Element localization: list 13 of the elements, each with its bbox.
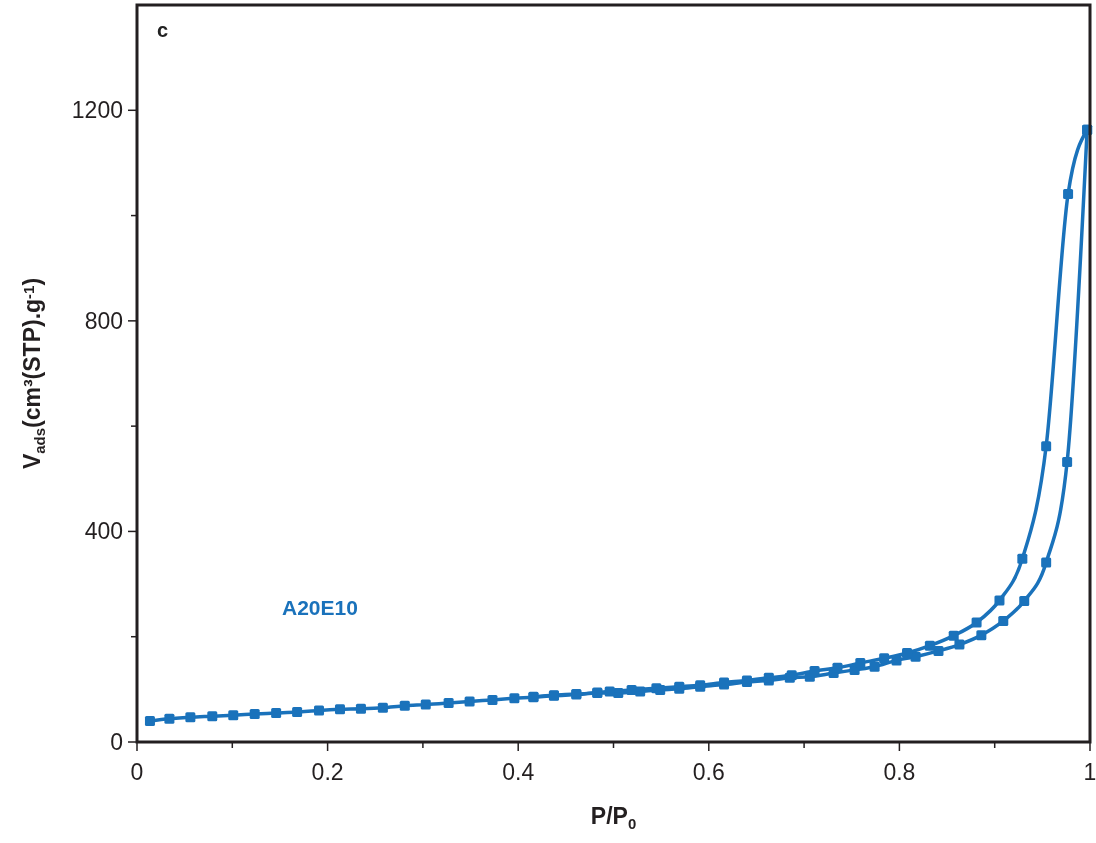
y-tick-label: 1200 (71, 97, 123, 124)
x-axis-title: P/P$_{0}$ (590, 803, 637, 832)
x-tick-label: 0 (130, 759, 144, 785)
y-tick-label: 0 (110, 729, 123, 755)
x-tick-label: 1 (1083, 759, 1096, 785)
x-tick-label: 0.2 (311, 759, 344, 785)
annotation: c (157, 19, 169, 41)
y-tick-label: 800 (84, 307, 123, 334)
x-tick-label: 0.6 (692, 759, 725, 785)
x-tick-label: 0.4 (502, 759, 535, 785)
x-tick-label: 0.8 (883, 759, 916, 785)
annotation: A20E10 (282, 596, 358, 619)
y-tick-label: 400 (84, 518, 123, 545)
